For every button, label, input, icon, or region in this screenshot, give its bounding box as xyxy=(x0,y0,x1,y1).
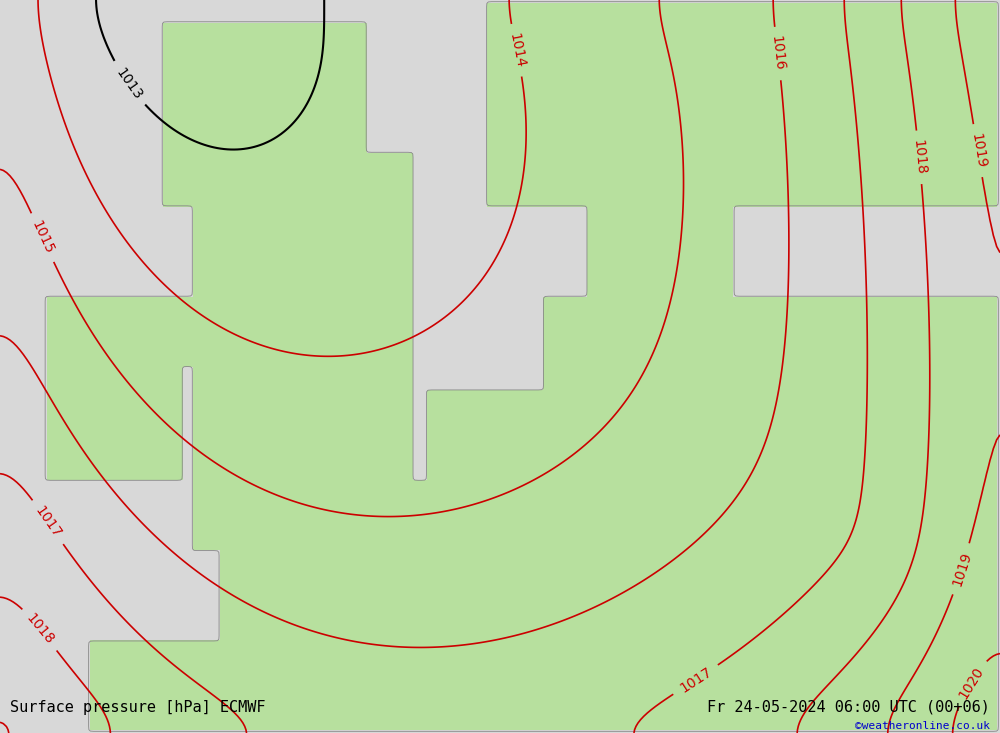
Text: 1019: 1019 xyxy=(950,550,974,588)
Text: ©weatheronline.co.uk: ©weatheronline.co.uk xyxy=(855,721,990,731)
Text: 1018: 1018 xyxy=(23,611,57,647)
Text: 1013: 1013 xyxy=(113,65,144,102)
Text: Fr 24-05-2024 06:00 UTC (00+06): Fr 24-05-2024 06:00 UTC (00+06) xyxy=(707,700,990,715)
Text: 1017: 1017 xyxy=(677,664,714,695)
Text: 1019: 1019 xyxy=(968,132,988,169)
Text: 1018: 1018 xyxy=(911,139,928,176)
Text: 1014: 1014 xyxy=(506,32,527,69)
Text: 1020: 1020 xyxy=(956,664,986,701)
Text: Surface pressure [hPa] ECMWF: Surface pressure [hPa] ECMWF xyxy=(10,700,266,715)
Text: 1015: 1015 xyxy=(29,218,56,257)
Text: 1017: 1017 xyxy=(32,504,64,541)
Text: 1016: 1016 xyxy=(769,35,787,72)
